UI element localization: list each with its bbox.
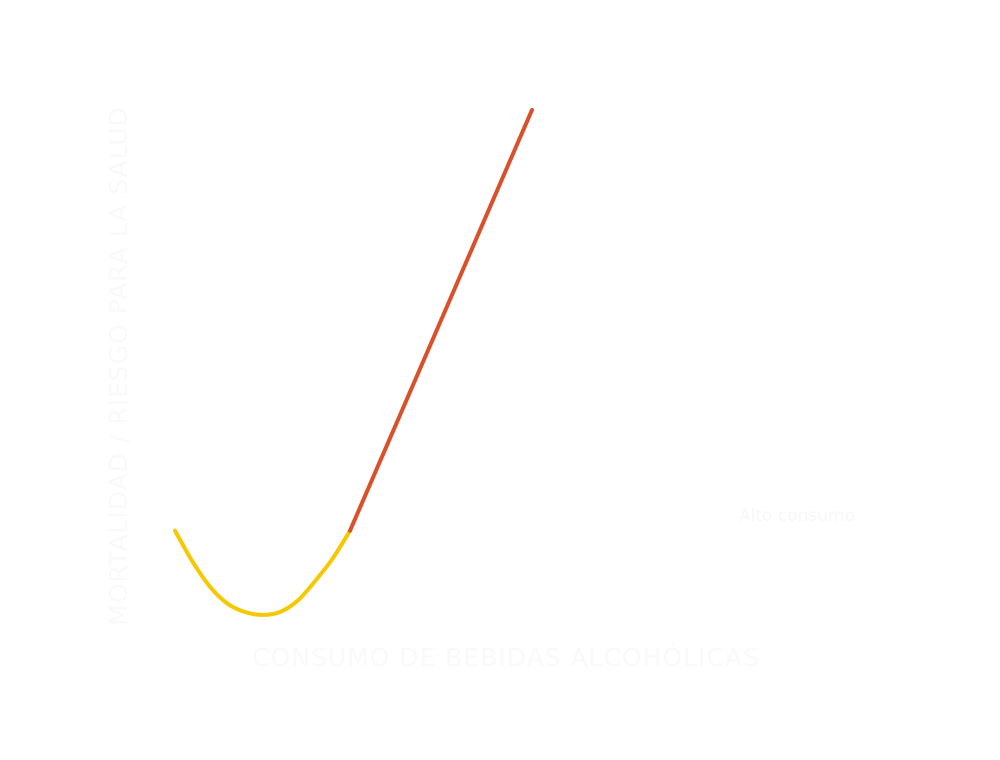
- annotation-label: Alto consumo: [739, 506, 855, 526]
- series-line-2: [348, 107, 534, 533]
- series-line-1: [173, 528, 352, 617]
- x-axis-title: CONSUMO DE BEBIDAS ALCOHÓLICAS: [252, 642, 760, 672]
- plot-area: [173, 107, 534, 617]
- y-axis-title: MORTALIDAD / RIESGO PARA LA SALUD: [104, 106, 133, 626]
